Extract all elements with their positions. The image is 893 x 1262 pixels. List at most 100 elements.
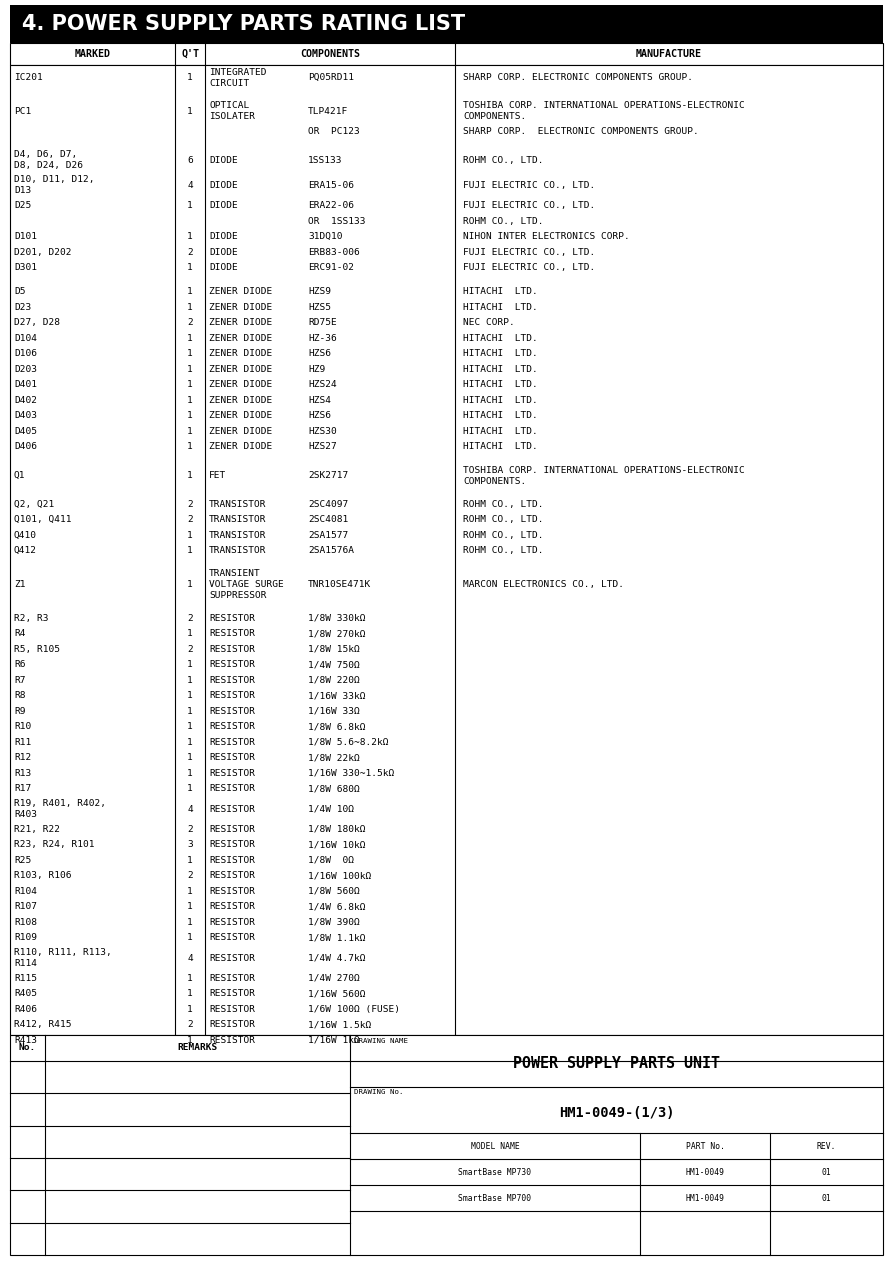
Text: 4. POWER SUPPLY PARTS RATING LIST: 4. POWER SUPPLY PARTS RATING LIST: [22, 14, 465, 34]
Text: ZENER DIODE: ZENER DIODE: [209, 333, 272, 343]
Text: RESISTOR: RESISTOR: [209, 1021, 255, 1030]
Text: HM1-0049: HM1-0049: [686, 1167, 724, 1176]
Text: 1: 1: [188, 471, 193, 480]
Text: 1: 1: [188, 753, 193, 762]
Text: 1: 1: [188, 107, 193, 116]
Text: HZS6: HZS6: [308, 411, 331, 420]
Text: 1/8W 560Ω: 1/8W 560Ω: [308, 887, 360, 896]
Text: D406: D406: [14, 442, 37, 452]
Text: 1/8W 22kΩ: 1/8W 22kΩ: [308, 753, 360, 762]
Text: TLP421F: TLP421F: [308, 107, 348, 116]
Text: 1: 1: [188, 264, 193, 273]
Text: D405: D405: [14, 427, 37, 435]
Text: 1: 1: [188, 442, 193, 452]
Text: RESISTOR: RESISTOR: [209, 1005, 255, 1013]
Text: 1/4W 270Ω: 1/4W 270Ω: [308, 974, 360, 983]
Text: 1: 1: [188, 974, 193, 983]
Text: DIODE: DIODE: [209, 232, 238, 241]
Text: 1/16W 1kΩ: 1/16W 1kΩ: [308, 1036, 360, 1045]
Bar: [10, 5, 883, 43]
Text: OR  1SS133: OR 1SS133: [308, 217, 365, 226]
Text: 31DQ10: 31DQ10: [308, 232, 343, 241]
Text: 1: 1: [188, 73, 193, 82]
Text: DIODE: DIODE: [209, 201, 238, 211]
Text: R4: R4: [14, 630, 26, 639]
Text: ERA22-06: ERA22-06: [308, 201, 354, 211]
Text: 2: 2: [188, 613, 193, 622]
Text: 2: 2: [188, 871, 193, 881]
Text: R115: R115: [14, 974, 37, 983]
Text: ZENER DIODE: ZENER DIODE: [209, 427, 272, 435]
Text: R103, R106: R103, R106: [14, 871, 71, 881]
Text: ZENER DIODE: ZENER DIODE: [209, 396, 272, 405]
Text: SmartBase MP700: SmartBase MP700: [458, 1194, 531, 1203]
Text: INTEGRATED
CIRCUIT: INTEGRATED CIRCUIT: [209, 67, 266, 87]
Text: FUJI ELECTRIC CO., LTD.: FUJI ELECTRIC CO., LTD.: [463, 264, 596, 273]
Text: D25: D25: [14, 201, 31, 211]
Text: ZENER DIODE: ZENER DIODE: [209, 365, 272, 374]
Text: OPTICAL
ISOLATER: OPTICAL ISOLATER: [209, 101, 255, 121]
Text: COMPONENTS: COMPONENTS: [300, 49, 360, 59]
Text: RESISTOR: RESISTOR: [209, 989, 255, 998]
Text: DIODE: DIODE: [209, 264, 238, 273]
Text: R412, R415: R412, R415: [14, 1021, 71, 1030]
Text: D203: D203: [14, 365, 37, 374]
Text: Q410: Q410: [14, 531, 37, 540]
Text: 3: 3: [188, 840, 193, 849]
Text: HZS6: HZS6: [308, 350, 331, 358]
Text: 1: 1: [188, 333, 193, 343]
Text: R413: R413: [14, 1036, 37, 1045]
Text: RESISTOR: RESISTOR: [209, 753, 255, 762]
Text: Q412: Q412: [14, 546, 37, 555]
Text: HZS9: HZS9: [308, 288, 331, 297]
Text: 1: 1: [188, 675, 193, 685]
Text: D401: D401: [14, 380, 37, 389]
Text: HITACHI  LTD.: HITACHI LTD.: [463, 303, 538, 312]
Text: RESISTOR: RESISTOR: [209, 804, 255, 814]
Text: 1: 1: [188, 630, 193, 639]
Text: 1: 1: [188, 365, 193, 374]
Text: MARKED: MARKED: [74, 49, 111, 59]
Text: 1/16W 1.5kΩ: 1/16W 1.5kΩ: [308, 1021, 371, 1030]
Text: D403: D403: [14, 411, 37, 420]
Text: 1/16W 100kΩ: 1/16W 100kΩ: [308, 871, 371, 881]
Text: FUJI ELECTRIC CO., LTD.: FUJI ELECTRIC CO., LTD.: [463, 247, 596, 256]
Text: IC201: IC201: [14, 73, 43, 82]
Text: 1SS133: 1SS133: [308, 155, 343, 165]
Text: TOSHIBA CORP. INTERNATIONAL OPERATIONS-ELECTRONIC
COMPONENTS.: TOSHIBA CORP. INTERNATIONAL OPERATIONS-E…: [463, 101, 745, 121]
Text: TNR10SE471K: TNR10SE471K: [308, 581, 371, 589]
Text: TRANSIENT
VOLTAGE SURGE
SUPPRESSOR: TRANSIENT VOLTAGE SURGE SUPPRESSOR: [209, 569, 284, 601]
Text: R5, R105: R5, R105: [14, 645, 60, 654]
Text: MARCON ELECTRONICS CO., LTD.: MARCON ELECTRONICS CO., LTD.: [463, 581, 624, 589]
Text: RESISTOR: RESISTOR: [209, 825, 255, 834]
Text: Q101, Q411: Q101, Q411: [14, 515, 71, 525]
Text: 01: 01: [822, 1167, 831, 1176]
Text: 1: 1: [188, 707, 193, 716]
Text: 2: 2: [188, 1021, 193, 1030]
Text: 1: 1: [188, 1036, 193, 1045]
Text: TRANSISTOR: TRANSISTOR: [209, 531, 266, 540]
Text: RESISTOR: RESISTOR: [209, 840, 255, 849]
Text: ZENER DIODE: ZENER DIODE: [209, 350, 272, 358]
Text: R23, R24, R101: R23, R24, R101: [14, 840, 95, 849]
Text: RESISTOR: RESISTOR: [209, 917, 255, 926]
Text: RD75E: RD75E: [308, 318, 337, 327]
Text: 1/16W 10kΩ: 1/16W 10kΩ: [308, 840, 365, 849]
Text: RESISTOR: RESISTOR: [209, 871, 255, 881]
Text: 1/16W 560Ω: 1/16W 560Ω: [308, 989, 365, 998]
Text: HITACHI  LTD.: HITACHI LTD.: [463, 427, 538, 435]
Text: D10, D11, D12,
D13: D10, D11, D12, D13: [14, 175, 95, 196]
Text: RESISTOR: RESISTOR: [209, 934, 255, 943]
Text: R406: R406: [14, 1005, 37, 1013]
Text: 1/8W 180kΩ: 1/8W 180kΩ: [308, 825, 365, 834]
Text: 1/8W 220Ω: 1/8W 220Ω: [308, 675, 360, 685]
Text: D301: D301: [14, 264, 37, 273]
Text: R108: R108: [14, 917, 37, 926]
Text: R109: R109: [14, 934, 37, 943]
Text: 1: 1: [188, 784, 193, 794]
Text: D5: D5: [14, 288, 26, 297]
Text: HZS27: HZS27: [308, 442, 337, 452]
Text: HITACHI  LTD.: HITACHI LTD.: [463, 396, 538, 405]
Text: 1/16W 33kΩ: 1/16W 33kΩ: [308, 692, 365, 700]
Text: 4: 4: [188, 804, 193, 814]
